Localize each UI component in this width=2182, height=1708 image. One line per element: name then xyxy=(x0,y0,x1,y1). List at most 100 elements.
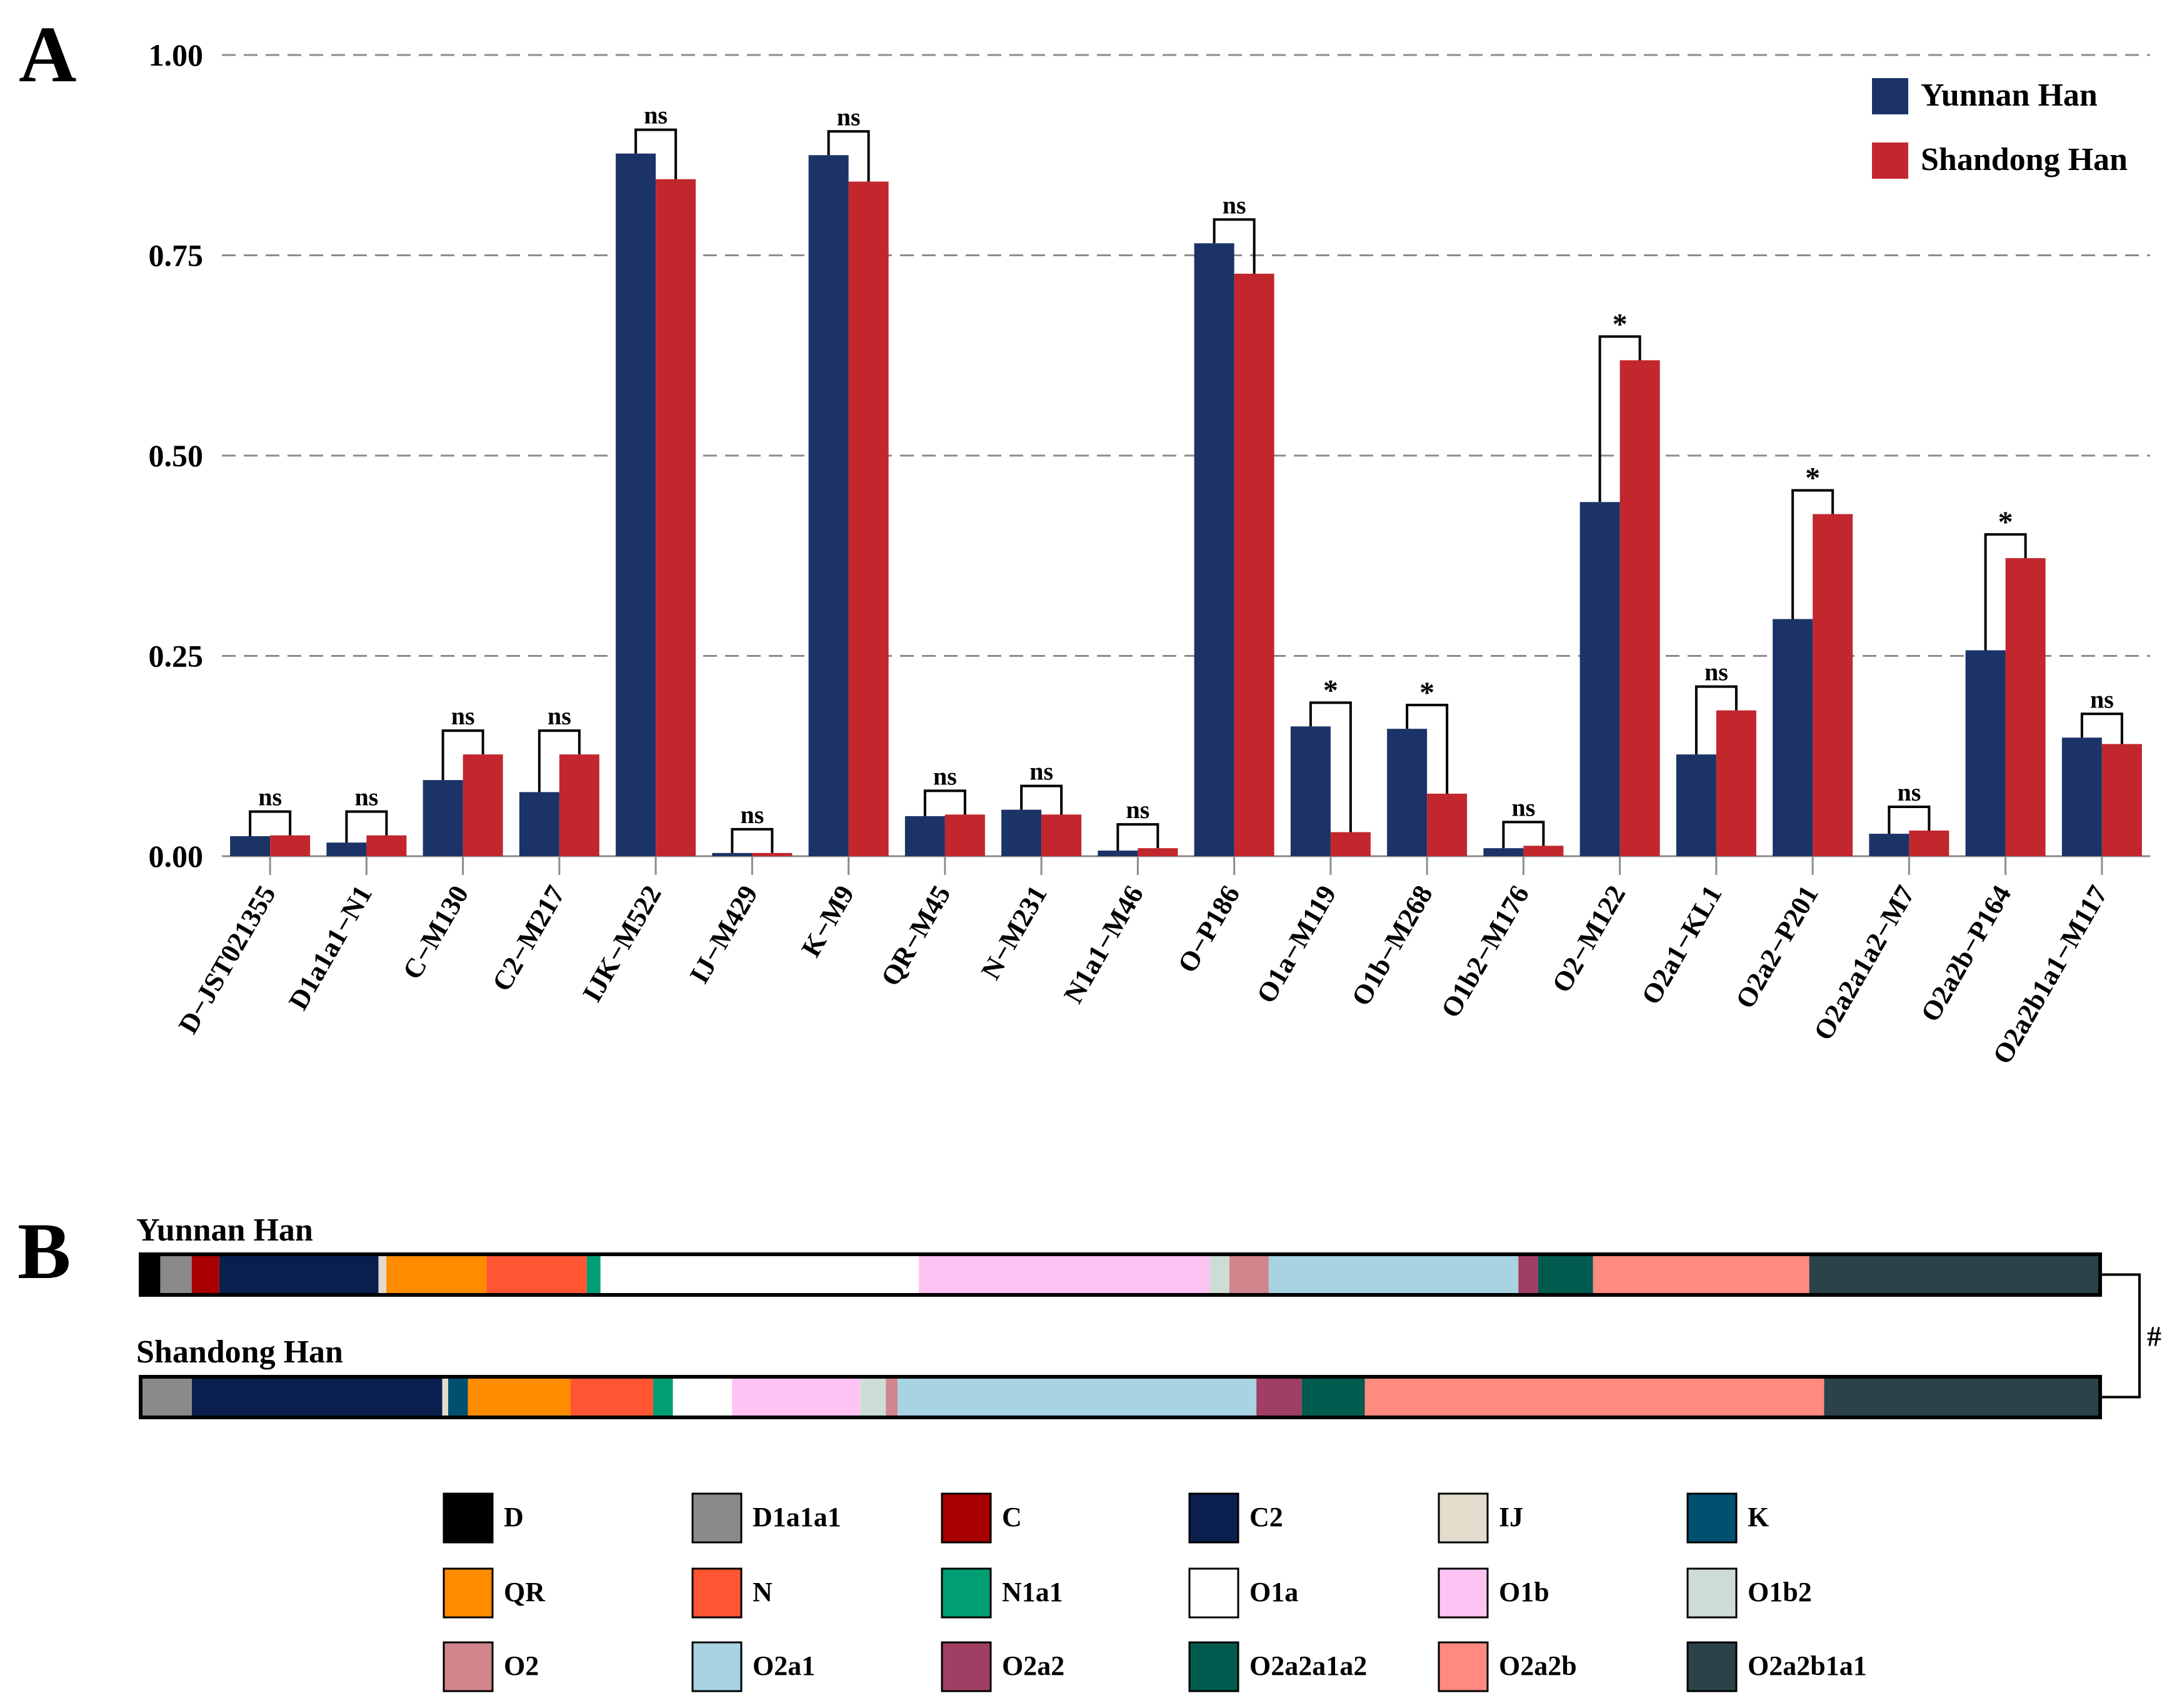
significance-label: * xyxy=(1323,674,1338,707)
legend-label: O2 xyxy=(504,1651,539,1681)
legend-swatch xyxy=(1872,142,1908,179)
legend-swatch xyxy=(443,1641,494,1692)
legend-label: C xyxy=(1002,1502,1022,1532)
x-tick-label: O1a−M119 xyxy=(1251,881,1343,1009)
bar-chart: 0.00 0.25 0.50 0.75 1.00 D−JST021355 ns D1a1a1−… xyxy=(149,37,2150,1069)
legend-swatch xyxy=(1686,1492,1738,1544)
significance-bracket xyxy=(1309,701,1352,832)
significance-label: # xyxy=(2147,1321,2161,1352)
stacked-segment xyxy=(1518,1254,1538,1295)
x-tick-label: C2−M217 xyxy=(486,881,571,997)
x-tick-label: N−M231 xyxy=(975,881,1053,985)
x-tick-label: D−JST021355 xyxy=(173,881,282,1039)
legend-label: N xyxy=(753,1577,773,1607)
significance-bracket xyxy=(731,827,774,853)
legend-swatch xyxy=(1438,1567,1489,1619)
legend-label: K xyxy=(1748,1502,1769,1532)
significance-bracket xyxy=(1406,704,1449,794)
significance-label: ns xyxy=(644,101,668,129)
x-tick-label: QR−M45 xyxy=(875,881,957,991)
stacked-segment xyxy=(570,1377,654,1417)
x-tick-label: O2a2b−P164 xyxy=(1915,881,2018,1027)
significance-label: ns xyxy=(1897,778,1921,806)
stacked-segment xyxy=(653,1377,673,1417)
legend-label: O2a2b xyxy=(1499,1651,1577,1681)
x-tick-label: O2a2a1a2−M7 xyxy=(1808,881,1921,1046)
haplogroup-legend: D D1a1a1 C C2 IJ K QR N N1a1 O1a O1b O1b2 O2 O2a1 O2a2… xyxy=(443,1492,1867,1692)
x-tick-label: O1b−M268 xyxy=(1346,881,1439,1011)
legend-label: O2a2b1a1 xyxy=(1748,1651,1867,1681)
y-tick-label: 0.50 xyxy=(149,438,204,473)
significance-label: ns xyxy=(1029,757,1053,786)
legend-swatch xyxy=(691,1492,743,1544)
legend-swatch xyxy=(1686,1567,1738,1619)
significance-bracket xyxy=(1984,533,2027,651)
stacked-segment xyxy=(442,1377,449,1417)
significance-label: ns xyxy=(1223,191,1246,219)
bar-yunnan xyxy=(1098,851,1138,856)
y-tick-label: 0.75 xyxy=(149,238,204,273)
legend-swatch xyxy=(691,1641,743,1692)
x-tick-label: O2−M122 xyxy=(1546,881,1631,998)
significance-bracket xyxy=(1502,821,1545,849)
significance-label: ns xyxy=(354,783,378,811)
significance-bracket xyxy=(923,789,966,816)
legend-swatch xyxy=(691,1567,743,1619)
bar-shandong xyxy=(1523,846,1564,856)
bar-shandong xyxy=(1138,848,1178,856)
significance-label: * xyxy=(1998,506,2013,539)
x-tick-label: D1a1a1−N1 xyxy=(283,881,378,1016)
significance-label: ns xyxy=(258,783,282,811)
significance-label: * xyxy=(1613,307,1628,341)
bar-shandong xyxy=(1619,360,1660,856)
significance-bracket xyxy=(1213,218,1256,274)
bar-shandong xyxy=(1909,830,1949,856)
x-tick-label: N1a1−M46 xyxy=(1058,881,1149,1009)
panel-a-letter: A xyxy=(19,10,76,99)
bar-shandong xyxy=(848,181,889,856)
legend-swatch xyxy=(1188,1641,1239,1692)
stacked-segment xyxy=(886,1377,898,1417)
significance-label: ns xyxy=(933,762,957,790)
stacked-segment xyxy=(1809,1254,2100,1295)
significance-label: * xyxy=(1805,462,1820,495)
x-tick-label: K−M9 xyxy=(795,881,860,962)
stacked-segment xyxy=(160,1254,192,1295)
legend-swatch xyxy=(1188,1492,1239,1544)
stacked-segment xyxy=(898,1377,1257,1417)
stacked-segment xyxy=(191,1254,219,1295)
y-tick-label: 0.25 xyxy=(149,639,204,674)
legend-swatch xyxy=(443,1567,494,1619)
bar-shandong xyxy=(270,835,311,856)
bar-yunnan xyxy=(1773,619,1813,856)
legend-label: D1a1a1 xyxy=(753,1502,841,1532)
significance-label: ns xyxy=(837,102,861,131)
stacked-segment xyxy=(448,1377,468,1417)
bar-yunnan xyxy=(1965,650,2006,856)
bar-shandong xyxy=(1427,794,1468,856)
significance-bracket xyxy=(634,128,678,179)
significance-bracket xyxy=(1791,489,1834,619)
x-tick-label: C−M130 xyxy=(397,881,475,985)
significance-bracket xyxy=(249,810,292,836)
bar-yunnan xyxy=(423,780,463,856)
bar-shandong xyxy=(752,852,793,856)
legend-label: Yunnan Han xyxy=(1921,77,2098,113)
legend-label: O1b xyxy=(1499,1577,1549,1607)
stacked-segment xyxy=(586,1254,601,1295)
legend-label: O1a xyxy=(1249,1577,1298,1607)
bar-shandong xyxy=(463,754,503,856)
bar-yunnan xyxy=(904,816,945,856)
x-tick-label: IJK−M522 xyxy=(576,881,667,1007)
stacked-segment xyxy=(141,1254,161,1295)
significance-bracket xyxy=(1598,335,1641,502)
stacked-segment xyxy=(919,1254,1210,1295)
stacked-segment xyxy=(1538,1254,1593,1295)
bar-yunnan xyxy=(519,792,559,856)
legend-label: IJ xyxy=(1499,1502,1523,1532)
legend-swatch xyxy=(941,1641,992,1692)
bar-shandong xyxy=(1330,832,1371,856)
legend-label: Shandong Han xyxy=(1921,142,2128,177)
stacked-segment xyxy=(378,1254,387,1295)
bar-yunnan xyxy=(1001,809,1042,856)
